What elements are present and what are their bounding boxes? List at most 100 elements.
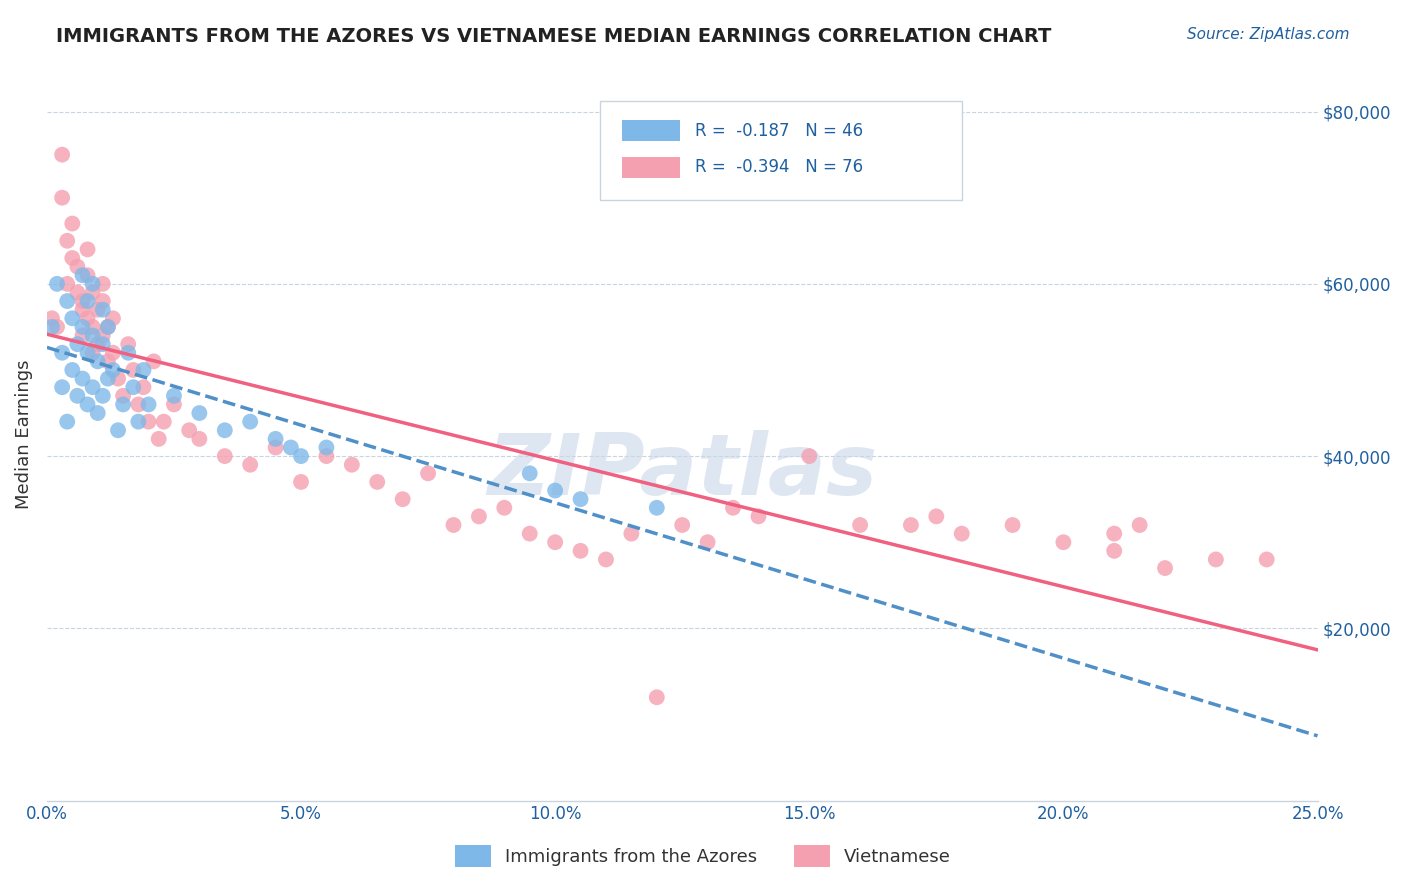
Text: R =  -0.187   N = 46: R = -0.187 N = 46: [695, 121, 863, 140]
Point: [1052, 535, 1074, 549]
Text: R =  -0.394   N = 76: R = -0.394 N = 76: [695, 159, 863, 177]
Point: [799, 449, 821, 463]
Point: [76, 345, 98, 359]
Point: [112, 389, 135, 403]
Point: [56, 277, 79, 291]
Point: [72, 268, 94, 283]
Point: [91, 328, 114, 343]
Point: [163, 389, 186, 403]
Point: [721, 500, 744, 515]
Point: [595, 552, 617, 566]
Point: [671, 518, 693, 533]
Point: [416, 467, 439, 481]
Point: [1205, 552, 1227, 566]
Point: [91, 294, 114, 309]
Point: [66, 285, 89, 300]
Text: Source: ZipAtlas.com: Source: ZipAtlas.com: [1187, 27, 1350, 42]
Point: [76, 311, 98, 326]
Point: [366, 475, 388, 489]
Point: [66, 389, 89, 403]
Point: [900, 518, 922, 533]
Point: [76, 397, 98, 411]
Point: [391, 492, 413, 507]
Point: [66, 260, 89, 274]
Point: [56, 294, 79, 309]
Point: [264, 432, 287, 446]
Point: [107, 371, 129, 385]
Point: [645, 500, 668, 515]
Point: [107, 423, 129, 437]
Point: [239, 415, 262, 429]
Point: [46, 277, 69, 291]
Point: [82, 319, 104, 334]
Point: [82, 328, 104, 343]
Point: [72, 328, 94, 343]
Point: [86, 354, 108, 368]
Point: [101, 345, 124, 359]
Point: [91, 302, 114, 317]
Point: [60, 363, 83, 377]
Point: [91, 277, 114, 291]
Point: [132, 363, 155, 377]
Point: [60, 311, 83, 326]
Point: [1154, 561, 1177, 575]
Point: [41, 311, 63, 326]
Point: [72, 319, 94, 334]
Point: [112, 397, 135, 411]
Point: [82, 380, 104, 394]
Point: [950, 526, 973, 541]
Point: [290, 475, 312, 489]
Point: [494, 500, 516, 515]
Point: [142, 354, 165, 368]
Point: [214, 449, 236, 463]
Point: [86, 406, 108, 420]
Point: [132, 380, 155, 394]
Point: [86, 337, 108, 351]
Point: [82, 277, 104, 291]
Point: [179, 423, 201, 437]
Point: [1102, 526, 1125, 541]
Point: [97, 319, 120, 334]
Point: [91, 389, 114, 403]
Point: [46, 319, 69, 334]
Point: [148, 432, 170, 446]
FancyBboxPatch shape: [599, 102, 962, 201]
Point: [849, 518, 872, 533]
Point: [60, 217, 83, 231]
Point: [188, 406, 211, 420]
Point: [1102, 544, 1125, 558]
Y-axis label: Median Earnings: Median Earnings: [15, 359, 32, 509]
Point: [519, 467, 541, 481]
Point: [51, 380, 73, 394]
Point: [443, 518, 465, 533]
Point: [239, 458, 262, 472]
Point: [1129, 518, 1152, 533]
Text: IMMIGRANTS FROM THE AZORES VS VIETNAMESE MEDIAN EARNINGS CORRELATION CHART: IMMIGRANTS FROM THE AZORES VS VIETNAMESE…: [56, 27, 1052, 45]
Point: [569, 544, 592, 558]
FancyBboxPatch shape: [623, 157, 679, 178]
Point: [51, 191, 73, 205]
Point: [315, 449, 337, 463]
Point: [696, 535, 718, 549]
Point: [117, 345, 139, 359]
FancyBboxPatch shape: [623, 120, 679, 141]
Point: [569, 492, 592, 507]
Point: [76, 243, 98, 257]
Point: [544, 483, 567, 498]
Point: [925, 509, 948, 524]
Point: [645, 690, 668, 705]
Point: [82, 345, 104, 359]
Point: [315, 441, 337, 455]
Point: [72, 302, 94, 317]
Point: [264, 441, 287, 455]
Point: [97, 319, 120, 334]
Point: [163, 397, 186, 411]
Point: [56, 415, 79, 429]
Point: [101, 363, 124, 377]
Point: [280, 441, 302, 455]
Point: [340, 458, 363, 472]
Point: [290, 449, 312, 463]
Legend: Immigrants from the Azores, Vietnamese: Immigrants from the Azores, Vietnamese: [447, 838, 959, 874]
Point: [138, 397, 160, 411]
Point: [60, 251, 83, 265]
